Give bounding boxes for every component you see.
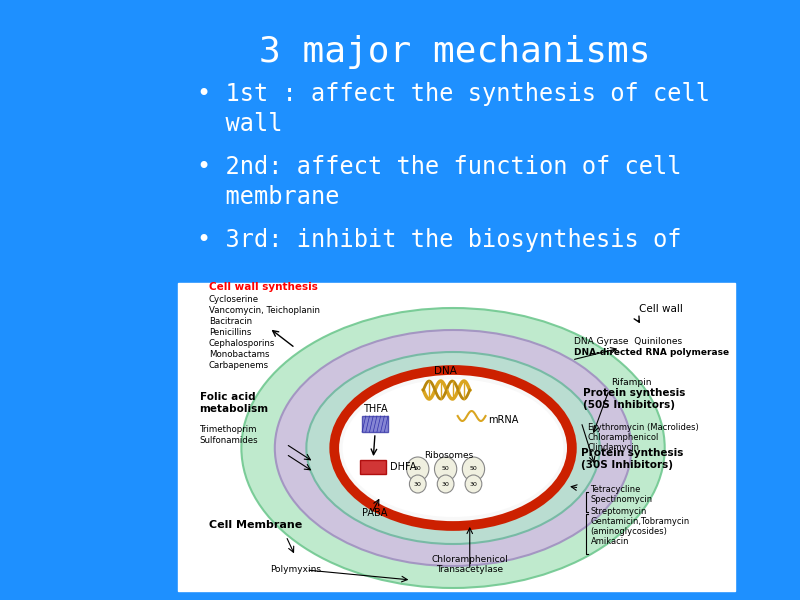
Text: Amikacin: Amikacin — [590, 537, 629, 546]
Text: 3 major mechanisms: 3 major mechanisms — [259, 35, 650, 69]
Text: Tetracycline: Tetracycline — [590, 485, 641, 494]
Ellipse shape — [274, 330, 631, 566]
Circle shape — [406, 457, 429, 481]
Text: Vancomycin, Teichoplanin: Vancomycin, Teichoplanin — [209, 306, 320, 315]
Text: Erythromycin (Macrolides): Erythromycin (Macrolides) — [588, 423, 698, 432]
Text: 50: 50 — [442, 467, 450, 472]
Text: Protein synthesis
(30S Inhibitors): Protein synthesis (30S Inhibitors) — [581, 448, 683, 470]
Text: Cephalosporins: Cephalosporins — [209, 339, 275, 348]
Text: Monobactams: Monobactams — [209, 350, 270, 359]
Text: PABA: PABA — [362, 508, 387, 518]
Text: 50: 50 — [414, 467, 422, 472]
Text: Carbapenems: Carbapenems — [209, 361, 269, 370]
Text: Polymyxins: Polymyxins — [270, 565, 321, 574]
FancyBboxPatch shape — [178, 283, 735, 591]
Ellipse shape — [334, 370, 572, 526]
Text: 50: 50 — [470, 467, 478, 472]
Text: Cell Membrane: Cell Membrane — [209, 520, 302, 530]
Text: DHFA: DHFA — [390, 462, 416, 472]
FancyBboxPatch shape — [360, 460, 386, 474]
Text: (aminoglycosides): (aminoglycosides) — [590, 527, 667, 536]
Text: Sulfonamides: Sulfonamides — [200, 436, 258, 445]
Text: • 3rd: inhibit the biosynthesis of: • 3rd: inhibit the biosynthesis of — [197, 228, 682, 252]
Text: Spectinomycin: Spectinomycin — [590, 495, 653, 504]
Text: Chloramphenicol: Chloramphenicol — [588, 433, 659, 442]
Text: • 2nd: affect the function of cell
  membrane: • 2nd: affect the function of cell membr… — [197, 155, 682, 209]
Text: Rifampin: Rifampin — [611, 378, 651, 387]
Circle shape — [434, 457, 457, 481]
Text: Bacitracin: Bacitracin — [209, 317, 252, 326]
Ellipse shape — [306, 352, 600, 544]
Text: Cycloserine: Cycloserine — [209, 295, 259, 304]
Circle shape — [410, 475, 426, 493]
Text: Trimethoprim: Trimethoprim — [200, 425, 257, 434]
Text: Penicillins: Penicillins — [209, 328, 251, 337]
Circle shape — [438, 475, 454, 493]
Text: • 1st : affect the synthesis of cell
  wall: • 1st : affect the synthesis of cell wal… — [197, 82, 710, 136]
Ellipse shape — [242, 308, 665, 588]
Ellipse shape — [342, 379, 563, 517]
Text: DNA: DNA — [434, 366, 457, 376]
FancyBboxPatch shape — [362, 416, 388, 432]
Circle shape — [462, 457, 485, 481]
Text: DNA Gyrase  Quinilones: DNA Gyrase Quinilones — [574, 337, 682, 346]
Text: Clindamycin: Clindamycin — [588, 443, 640, 452]
Text: mRNA: mRNA — [488, 415, 518, 425]
Text: THFA: THFA — [362, 404, 387, 414]
Text: Gentamicin,Tobramycin: Gentamicin,Tobramycin — [590, 517, 690, 526]
Text: DNA-directed RNA polymerase: DNA-directed RNA polymerase — [574, 348, 729, 357]
Text: Chloramphenicol
Transacetylase: Chloramphenicol Transacetylase — [431, 554, 508, 574]
Text: Streptomycin: Streptomycin — [590, 507, 647, 516]
Text: 30: 30 — [470, 481, 478, 487]
Text: Protein synthesis
(50S Inhibitors): Protein synthesis (50S Inhibitors) — [583, 388, 686, 410]
Text: Cell wall synthesis: Cell wall synthesis — [209, 282, 318, 292]
Circle shape — [465, 475, 482, 493]
Text: Ribosomes: Ribosomes — [424, 451, 473, 460]
Text: 30: 30 — [414, 481, 422, 487]
Text: Cell wall: Cell wall — [638, 304, 682, 314]
Text: Folic acid
metabolism: Folic acid metabolism — [200, 392, 269, 414]
Text: 30: 30 — [442, 481, 450, 487]
